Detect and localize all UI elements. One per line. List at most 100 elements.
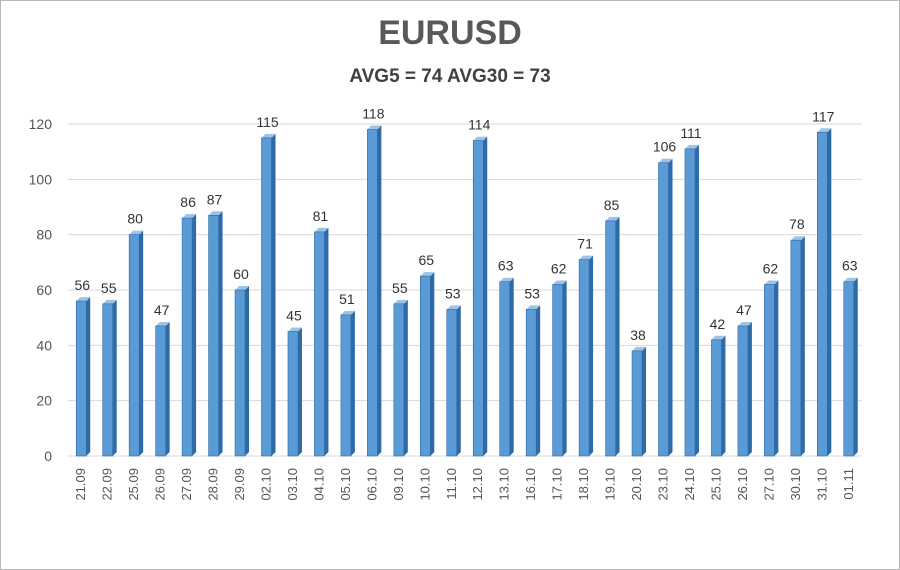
y-tick-label: 100 [29,171,53,187]
y-tick-label: 40 [36,337,52,353]
bar [261,133,276,457]
bar [843,277,858,457]
bar [75,297,91,457]
bar [816,128,832,457]
data-label: 62 [763,260,779,276]
data-label: 42 [710,316,726,332]
y-tick-label: 20 [36,393,52,409]
y-tick-label: 120 [29,116,53,132]
data-label: 117 [812,108,835,124]
x-tick-label: 28.09 [206,468,221,501]
bar [764,280,779,457]
bar [684,144,699,457]
chart-subtitle: AVG5 = 74 AVG30 = 73 [349,66,551,87]
y-tick-label: 60 [36,282,52,298]
bars [75,125,858,457]
chart-title: EURUSD [378,14,522,52]
x-tick-label: 29.09 [232,468,247,501]
bar [737,321,752,457]
data-label: 118 [362,106,385,122]
x-tick-label: 04.10 [311,468,326,501]
bar [658,158,673,457]
data-label: 53 [524,285,540,301]
x-tick-label: 25.10 [708,468,723,501]
bar [631,346,647,457]
x-tick-label: 10.10 [417,468,432,501]
x-tick-label: 11.10 [444,468,459,500]
x-tick-label: 17.10 [550,468,565,501]
data-labels: 56 55 80 47 86 87 60 115 45 81 51 118 55 65 53 114 63 53 6… [74,106,857,343]
y-tick-label: 80 [36,227,52,243]
data-label: 51 [339,291,355,307]
data-label: 115 [256,114,279,130]
data-label: 78 [789,216,805,232]
x-axis-ticks: 21.09 22.09 25.09 26.09 27.09 28.09 29.09 02.10… [73,468,856,501]
y-tick-label: 0 [44,448,52,464]
bar [446,305,461,457]
bar [340,310,355,457]
data-label: 56 [74,277,90,293]
x-tick-label: 22.09 [100,468,115,501]
bar [181,214,197,457]
data-label: 60 [233,266,249,282]
data-label: 47 [154,302,170,318]
x-tick-label: 13.10 [497,468,512,501]
bar [605,216,620,457]
x-tick-label: 02.10 [259,468,274,501]
x-tick-label: 18.10 [576,468,591,501]
bar [711,335,726,457]
data-label: 86 [180,194,196,210]
x-tick-label: 05.10 [338,468,353,501]
bar [234,286,250,457]
data-label: 38 [630,327,646,343]
data-label: 114 [468,117,491,133]
x-tick-label: 25.09 [126,468,141,501]
x-tick-label: 21.09 [73,468,88,501]
bar [393,299,408,457]
data-label: 63 [498,258,514,274]
data-label: 81 [313,208,329,224]
x-tick-label: 01.11 [841,468,856,500]
data-label: 71 [577,236,593,252]
bar [578,255,594,457]
x-tick-label: 06.10 [364,468,379,501]
bar [790,236,805,457]
bar [552,280,567,457]
bar [419,272,435,457]
grid-lines [68,123,862,457]
x-tick-label: 26.09 [153,468,168,501]
x-tick-label: 27.10 [761,468,776,501]
y-axis-ticks: 0 20 40 60 80 100 120 [29,116,53,464]
bar [314,227,329,457]
data-label: 55 [101,280,117,296]
bar [472,136,488,457]
x-tick-label: 23.10 [656,468,671,501]
x-tick-label: 03.10 [285,468,300,501]
data-label: 85 [604,197,620,213]
bar [525,305,541,457]
bar [287,327,302,457]
data-label: 63 [842,258,858,274]
bar [102,299,117,457]
x-tick-label: 20.10 [629,468,644,501]
data-label: 55 [392,280,408,296]
data-label: 111 [680,125,701,141]
x-tick-label: 09.10 [391,468,406,501]
bar [499,277,514,457]
x-tick-label: 31.10 [814,468,829,501]
x-tick-label: 12.10 [470,468,485,501]
data-label: 65 [419,252,435,268]
data-label: 45 [286,308,302,324]
bar [208,211,223,457]
x-tick-label: 24.10 [682,468,697,501]
x-tick-label: 16.10 [523,468,538,501]
data-label: 87 [207,191,223,207]
x-tick-label: 19.10 [603,468,618,501]
data-label: 53 [445,285,461,301]
x-tick-label: 30.10 [788,468,803,501]
bar [367,125,382,457]
bar [155,321,170,457]
data-label: 62 [551,260,567,276]
